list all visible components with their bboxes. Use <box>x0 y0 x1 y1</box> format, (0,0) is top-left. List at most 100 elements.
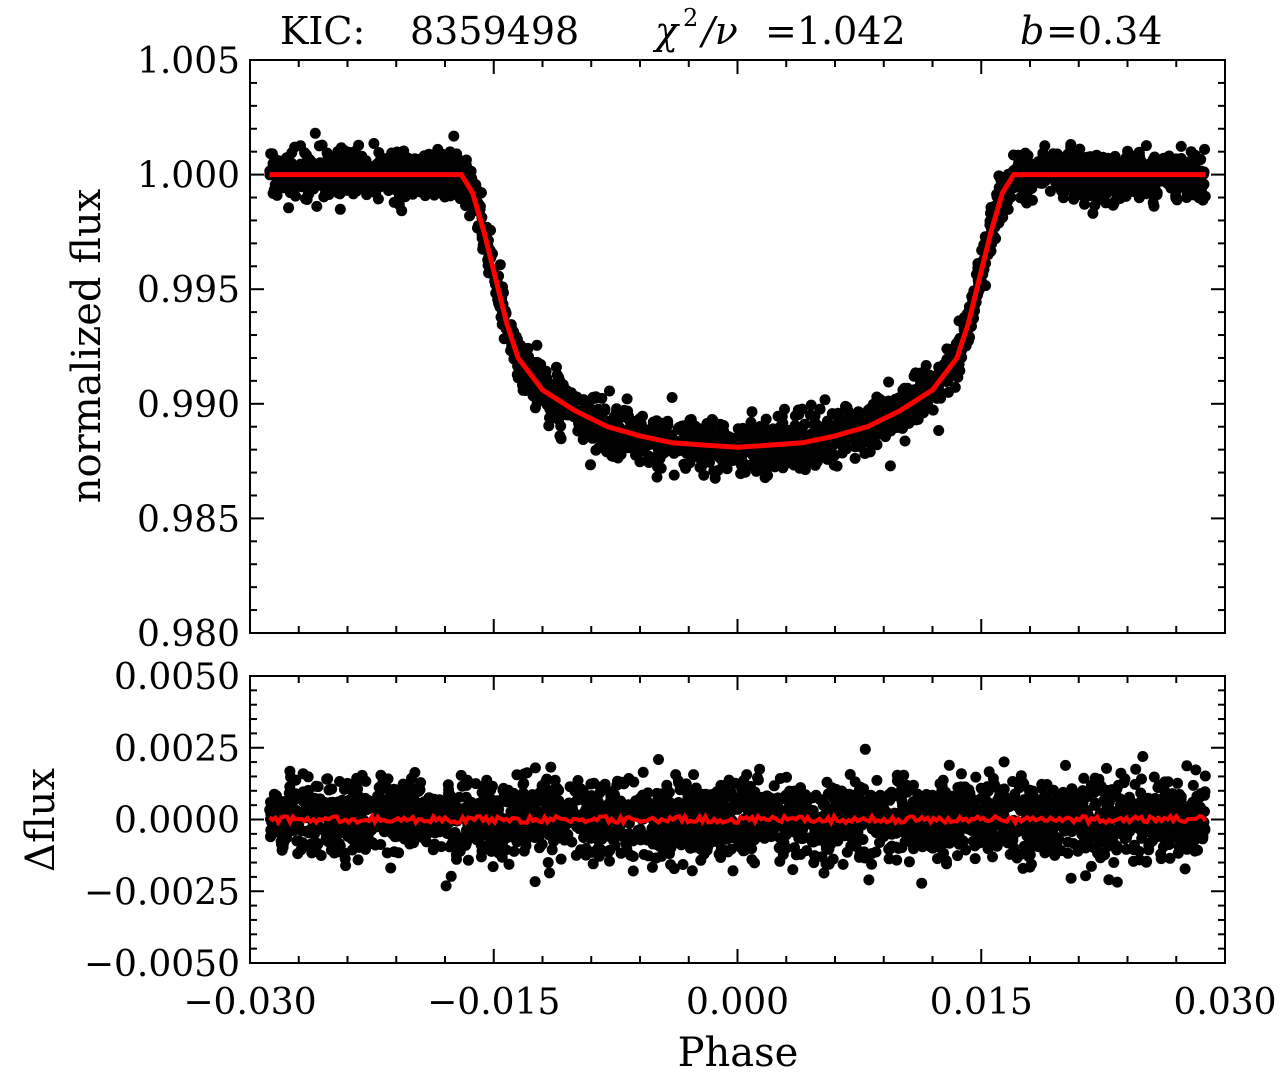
top-data-point <box>1066 149 1077 161</box>
title-chi-value: =1.042 <box>765 9 906 53</box>
top-data-point <box>1037 147 1049 159</box>
bottom-residual-point <box>810 789 822 801</box>
bottom-residual-point <box>429 827 441 839</box>
top-data-point <box>305 182 317 194</box>
title-b-symbol: b <box>1020 9 1044 53</box>
bottom-residual-point <box>686 842 697 854</box>
bottom-residual-point <box>660 833 672 845</box>
top-data-point <box>1183 163 1195 175</box>
top-data-point <box>884 460 896 472</box>
bottom-residual-point <box>376 781 388 793</box>
bottom-residual-point <box>723 774 735 786</box>
bottom-residual-point <box>647 804 659 815</box>
top-data-point <box>393 192 405 204</box>
top-y-tick-label: 0.980 <box>137 614 240 655</box>
bottom-residual-point <box>670 769 682 781</box>
top-data-point <box>1096 158 1108 170</box>
bottom-residual-point <box>651 787 663 799</box>
bottom-residual-point <box>837 858 849 870</box>
bottom-residual-point <box>329 798 341 809</box>
top-data-point <box>1165 155 1176 167</box>
top-data-point <box>1059 176 1071 187</box>
top-data-point <box>755 420 767 432</box>
bottom-residual-point <box>854 805 866 817</box>
top-data-point <box>1175 140 1187 152</box>
top-data-point <box>841 443 852 455</box>
bottom-residual-point <box>342 777 353 789</box>
bottom-residual-point <box>385 862 397 874</box>
bottom-residual-point <box>746 843 758 855</box>
bottom-residual-point <box>663 786 675 798</box>
bottom-residual-point <box>940 855 952 867</box>
top-data-point <box>708 465 720 477</box>
bottom-residual-point <box>874 837 885 848</box>
bottom-residual-point <box>350 778 362 790</box>
bottom-residual-point <box>564 781 576 793</box>
bottom-residual-points <box>264 743 1211 892</box>
top-data-point <box>668 469 680 481</box>
bottom-residual-point <box>787 864 799 876</box>
bottom-residual-point <box>818 867 830 879</box>
top-data-point <box>590 444 602 456</box>
bottom-residual-point <box>604 855 615 867</box>
bottom-residual-point <box>932 853 943 865</box>
top-data-point <box>615 412 627 424</box>
bottom-residual-point <box>475 820 487 832</box>
top-data-point <box>796 458 808 470</box>
bottom-residual-point <box>898 769 910 781</box>
top-data-point <box>949 381 961 393</box>
bottom-residual-point <box>742 818 754 830</box>
bottom-residual-point <box>462 854 474 866</box>
title-kic-label: KIC: <box>280 9 365 53</box>
top-data-point <box>927 404 939 416</box>
top-data-point <box>666 392 678 403</box>
title-chi-power: 2 <box>683 4 698 32</box>
top-data-point <box>901 385 912 397</box>
top-data-point <box>1126 150 1138 162</box>
bottom-residual-point <box>768 780 780 792</box>
top-data-point <box>531 339 543 351</box>
top-data-point <box>334 203 346 215</box>
top-data-point <box>1170 190 1182 202</box>
bottom-residual-point <box>544 867 555 879</box>
top-data-point <box>1074 143 1086 155</box>
top-data-point <box>849 452 861 464</box>
top-data-point <box>356 150 368 162</box>
bottom-residual-point <box>980 786 992 798</box>
bottom-residual-point <box>503 858 515 870</box>
bottom-residual-point <box>886 840 898 852</box>
top-data-point <box>745 416 757 428</box>
top-data-point <box>364 183 375 195</box>
top-data-point <box>1001 196 1013 208</box>
title-chi-symbol: χ <box>652 9 680 53</box>
bottom-residual-point <box>312 838 324 850</box>
bottom-residual-point <box>1004 848 1016 860</box>
top-data-point <box>612 438 624 450</box>
top-data-point <box>736 450 748 462</box>
top-data-point <box>432 143 444 155</box>
top-data-point <box>565 387 577 399</box>
top-plot-frame <box>249 59 1226 634</box>
bottom-residual-point <box>297 786 309 798</box>
top-data-point <box>1047 148 1059 160</box>
bottom-residual-point <box>744 780 756 792</box>
top-data-point <box>718 425 730 437</box>
top-data-point <box>311 200 323 212</box>
bottom-residual-point <box>352 854 364 866</box>
top-data-point <box>933 425 945 436</box>
bottom-residual-point <box>1135 795 1147 807</box>
top-data-point <box>1113 185 1125 197</box>
top-data-point <box>529 402 541 414</box>
bottom-residual-point <box>529 762 541 774</box>
bottom-residual-point <box>903 856 915 868</box>
bottom-residual-point <box>936 803 948 814</box>
bottom-residual-point <box>580 849 592 861</box>
bottom-residual-point <box>1181 760 1193 772</box>
bottom-residual-point <box>323 784 335 796</box>
bottom-residual-point <box>578 792 590 804</box>
top-data-point <box>531 361 543 373</box>
bottom-residual-point <box>895 825 906 837</box>
top-data-point <box>810 422 822 434</box>
top-data-point <box>591 429 603 441</box>
